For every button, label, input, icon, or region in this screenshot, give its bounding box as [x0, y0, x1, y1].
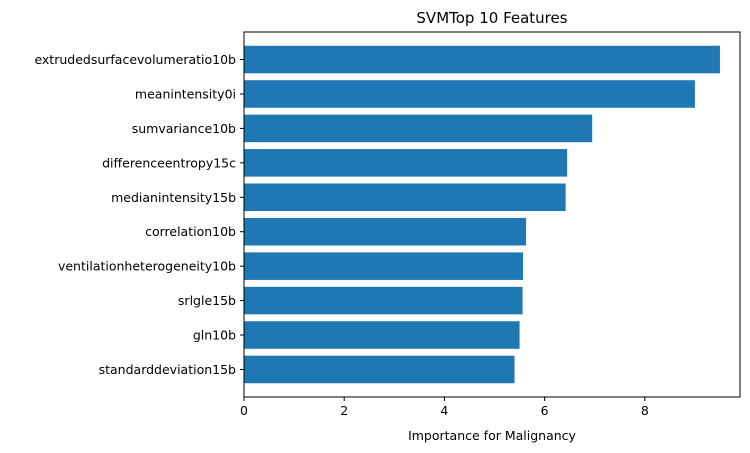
bar-correlation10b [244, 217, 527, 246]
y-tick-label: medianintensity15b [111, 190, 236, 205]
bar-extrudedsurfacevolumeratio10b [244, 45, 720, 74]
y-tick-label: differenceentropy15c [102, 155, 236, 170]
y-tick-label: standarddeviation15b [99, 362, 236, 377]
x-tick-label: 6 [541, 403, 549, 418]
bar-ventilationheterogeneity10b [244, 252, 524, 280]
y-tick-label: gln10b [193, 328, 236, 343]
x-axis-label: Importance for Malignancy [408, 428, 576, 443]
bar-meanintensity0i [244, 80, 695, 108]
bar-srlgle15b [244, 286, 523, 315]
x-ticks: 0 2 4 6 8 [240, 397, 649, 418]
chart-title: SVMTop 10 Features [416, 9, 567, 27]
y-tick-label: srlgle15b [178, 293, 236, 308]
bar-medianintensity15b [244, 183, 566, 212]
y-tick-label: sumvariance10b [132, 121, 236, 136]
bar-sumvariance10b [244, 114, 593, 143]
x-tick-label: 2 [340, 403, 348, 418]
y-tick-label: correlation10b [145, 224, 236, 239]
x-tick-label: 8 [641, 403, 649, 418]
y-tick-label: extrudedsurfacevolumeratio10b [34, 52, 236, 67]
bars-group [244, 45, 720, 384]
x-tick-label: 4 [440, 403, 448, 418]
y-tick-labels: extrudedsurfacevolumeratio10b meanintensi… [34, 52, 244, 377]
bar-standarddeviation15b [244, 355, 515, 384]
y-tick-label: meanintensity0i [135, 86, 236, 101]
y-tick-label: ventilationheterogeneity10b [58, 259, 236, 274]
bar-gln10b [244, 321, 520, 349]
x-tick-label: 0 [240, 403, 248, 418]
bar-differenceentropy15c [244, 149, 568, 177]
plot-area-frame [243, 31, 741, 398]
